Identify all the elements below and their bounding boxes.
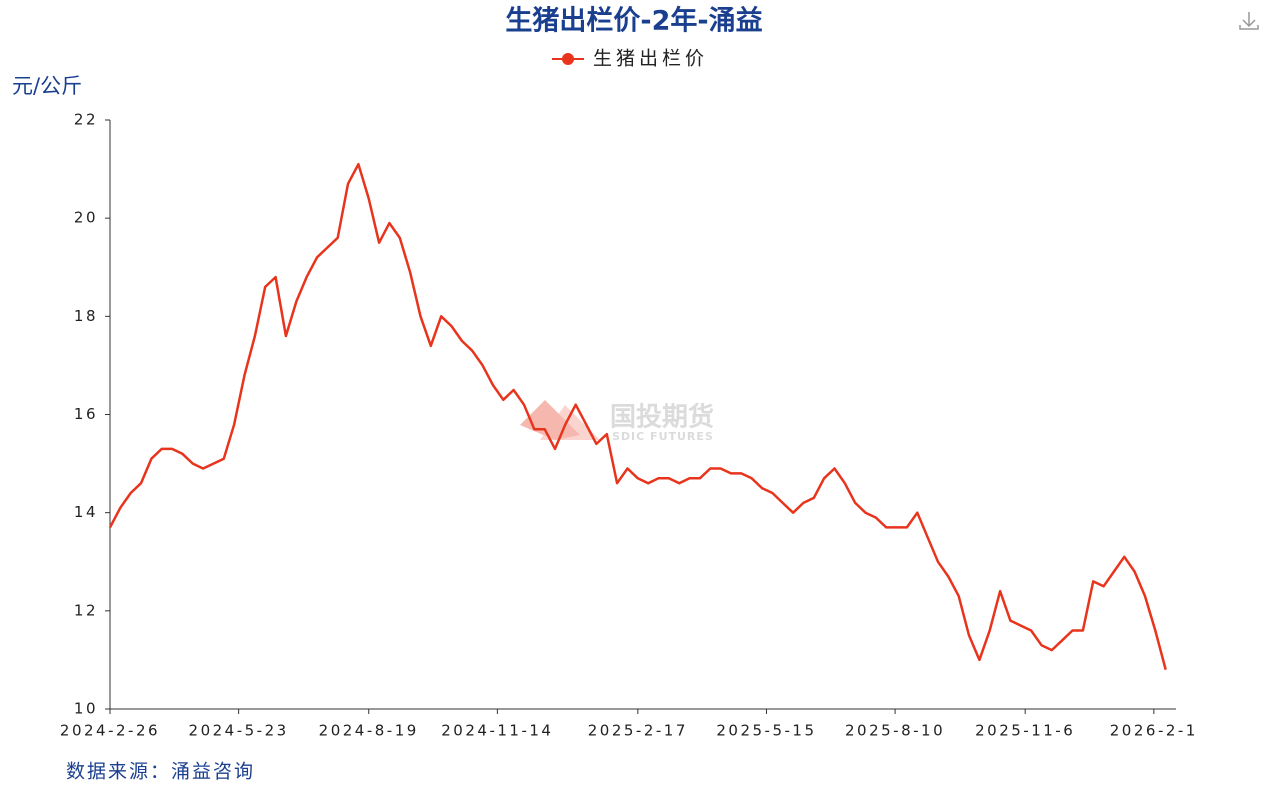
y-tick-label: 14: [74, 503, 98, 521]
chart-title: 生猪出栏价-2年-涌益: [505, 5, 762, 37]
x-tick-label: 2024-5-23: [189, 722, 289, 740]
watermark-subtext: SDIC FUTURES: [612, 430, 714, 443]
x-tick-label: 2024-11-14: [441, 722, 553, 740]
y-axis-label: 元/公斤: [12, 74, 82, 98]
source-note: 数据来源：涌益咨询: [66, 761, 255, 783]
data-line: [108, 162, 1167, 671]
x-tick-label: 2024-2-26: [60, 722, 160, 740]
legend-label: 生猪出栏价: [593, 48, 708, 70]
x-tick-label: 2024-8-19: [319, 722, 419, 740]
x-tick-label: 2025-2-17: [588, 722, 688, 740]
download-icon[interactable]: [1239, 12, 1259, 30]
y-tick-label: 12: [74, 601, 98, 619]
y-tick-label: 22: [74, 111, 98, 129]
y-tick-label: 16: [74, 405, 98, 423]
legend: 生猪出栏价: [552, 48, 708, 70]
watermark-text: 国投期货: [610, 402, 714, 433]
x-tick-label: 2026-2-1: [1110, 722, 1198, 740]
legend-marker: [562, 53, 574, 65]
y-tick-label: 20: [74, 209, 98, 227]
x-tick-label: 2025-11-6: [975, 722, 1075, 740]
x-tick-label: 2025-8-10: [845, 722, 945, 740]
y-tick-label: 10: [74, 700, 98, 718]
y-tick-label: 18: [74, 307, 98, 325]
x-tick-label: 2025-5-15: [716, 722, 816, 740]
